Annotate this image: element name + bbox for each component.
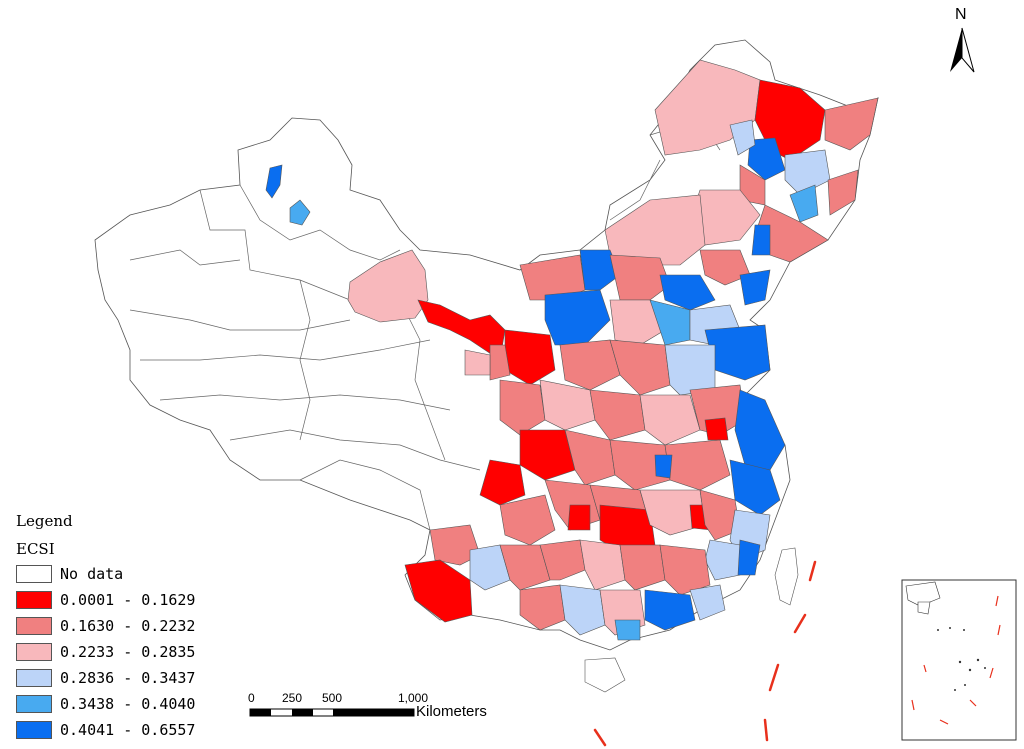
scale-tick-1000: 1,000 <box>398 691 429 705</box>
legend-label: 0.1630 - 0.2232 <box>60 617 196 635</box>
nine-dash-line <box>593 560 817 747</box>
legend-swatch <box>16 565 52 583</box>
inset-map <box>901 579 1017 741</box>
south-region <box>404 524 726 693</box>
gansu-pink-patch <box>347 249 429 323</box>
legend-swatch <box>16 617 52 635</box>
legend-swatch <box>16 669 52 687</box>
legend-swatch <box>16 721 52 739</box>
scale-tick-0: 0 <box>248 691 255 705</box>
legend-label: 0.2836 - 0.3437 <box>60 669 196 687</box>
legend-label: 0.2233 - 0.2835 <box>60 643 196 661</box>
legend-label: No data <box>60 565 124 583</box>
scale-bar <box>249 708 415 717</box>
legend-swatch <box>16 695 52 713</box>
north-arrow-label: N <box>955 6 967 23</box>
central-east-region <box>479 379 786 581</box>
legend-field-name: ECSI <box>16 540 55 558</box>
north-arrow-icon <box>950 27 975 73</box>
scale-tick-500: 500 <box>322 691 343 705</box>
legend-label: 0.3438 - 0.4040 <box>60 695 196 713</box>
legend-label: 0.0001 - 0.1629 <box>60 591 196 609</box>
taiwan-outline <box>774 547 799 606</box>
legend-swatch <box>16 591 52 609</box>
northeast-region <box>604 59 879 266</box>
scale-tick-250: 250 <box>282 691 303 705</box>
map-legend: Legend ECSI No data 0.0001 - 0.1629 0.16… <box>16 510 236 740</box>
legend-title: Legend <box>16 512 73 530</box>
scale-units: Kilometers <box>416 703 487 720</box>
north-china-region <box>464 249 771 396</box>
xinjiang-patches <box>265 164 311 226</box>
legend-swatch <box>16 643 52 661</box>
legend-label: 0.4041 - 0.6557 <box>60 721 196 739</box>
